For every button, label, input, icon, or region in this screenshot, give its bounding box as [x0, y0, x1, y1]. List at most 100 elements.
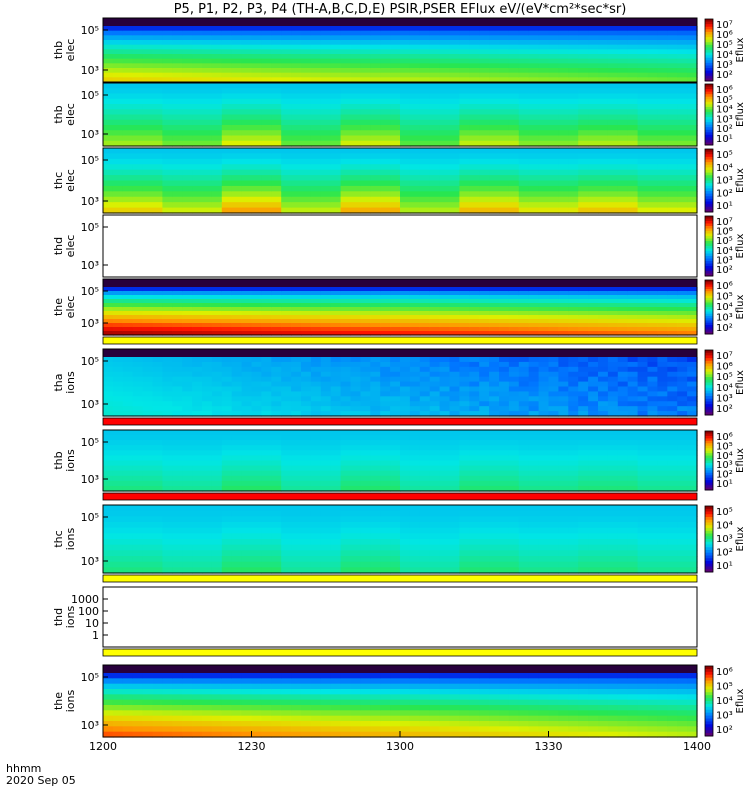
- heatmap-cell: [637, 327, 649, 332]
- heatmap-cell: [677, 114, 688, 121]
- heatmap-cell: [459, 30, 470, 36]
- colorbar-cell: [705, 374, 713, 378]
- heatmap-cell: [627, 361, 639, 368]
- heatmap-cell: [271, 93, 282, 100]
- heatmap-cell: [637, 114, 649, 121]
- heatmap-cell: [231, 401, 243, 407]
- heatmap-cell: [152, 440, 163, 446]
- heatmap-cell: [211, 386, 223, 393]
- heatmap-cell: [469, 104, 480, 110]
- heatmap-cell: [231, 93, 243, 100]
- heatmap-cell: [677, 366, 688, 373]
- heatmap-cell: [301, 450, 312, 457]
- heatmap-cell: [261, 366, 272, 373]
- heatmap-cell: [231, 196, 243, 203]
- heatmap-cell: [192, 411, 203, 417]
- heatmap-cell: [489, 331, 500, 336]
- heatmap-cell: [400, 83, 411, 89]
- heatmap-cell: [221, 561, 233, 568]
- heatmap-cell: [568, 26, 579, 32]
- heatmap-cell: [598, 307, 609, 312]
- heatmap-cell: [251, 307, 262, 312]
- heatmap-cell: [261, 164, 272, 171]
- heatmap-cell: [152, 327, 163, 332]
- heatmap-cell: [192, 26, 203, 32]
- heatmap-cell: [202, 164, 213, 171]
- heatmap-cell: [281, 153, 292, 160]
- heatmap-cell: [508, 450, 520, 457]
- heatmap-cell: [568, 445, 579, 451]
- heatmap-cell: [122, 311, 134, 316]
- heatmap-cell: [578, 315, 589, 320]
- heatmap-cell: [182, 169, 193, 176]
- heatmap-cell: [409, 435, 421, 441]
- heatmap-cell: [271, 396, 282, 402]
- heatmap-cell: [350, 485, 361, 492]
- heatmap-cell: [152, 381, 163, 388]
- heatmap-cell: [390, 299, 401, 304]
- heatmap-cell: [499, 114, 510, 121]
- heatmap-cell: [518, 63, 530, 69]
- heatmap-cell: [271, 556, 282, 563]
- heatmap-cell: [231, 40, 243, 46]
- heatmap-cell: [518, 376, 530, 383]
- heatmap-cell: [390, 435, 401, 441]
- heatmap-cell: [687, 164, 698, 171]
- heatmap-cell: [211, 331, 223, 336]
- heatmap-cell: [578, 361, 589, 368]
- heatmap-cell: [172, 63, 183, 69]
- heatmap-cell: [578, 88, 589, 95]
- heatmap-cell: [677, 30, 688, 36]
- heatmap-cell: [142, 371, 154, 378]
- heatmap-cell: [489, 77, 500, 83]
- heatmap-cell: [360, 445, 371, 451]
- colorbar-cell: [705, 209, 713, 213]
- heatmap-cell: [301, 104, 312, 110]
- heatmap-cell: [281, 311, 292, 316]
- heatmap-cell: [172, 516, 183, 523]
- heatmap-cell: [301, 54, 312, 60]
- heatmap-cell: [568, 361, 579, 368]
- heatmap-cell: [518, 202, 530, 209]
- heatmap-cell: [251, 381, 262, 388]
- heatmap-cell: [429, 30, 441, 36]
- heatmap-cell: [112, 516, 124, 523]
- heatmap-cell: [310, 158, 322, 165]
- heatmap-cell: [637, 287, 649, 292]
- colorbar-tick-label: 10⁴: [716, 383, 733, 394]
- heatmap-cell: [221, 465, 233, 472]
- heatmap-cell: [419, 510, 431, 517]
- heatmap-cell: [518, 430, 530, 436]
- heatmap-cell: [330, 299, 342, 304]
- heatmap-cell: [211, 98, 223, 105]
- heatmap-cell: [380, 83, 391, 89]
- heatmap-cell: [538, 295, 550, 300]
- heatmap-cell: [301, 391, 312, 397]
- heatmap-cell: [687, 98, 698, 105]
- heatmap-cell: [449, 98, 460, 105]
- heatmap-cell: [330, 533, 342, 540]
- heatmap-cell: [370, 202, 381, 209]
- heatmap-cell: [112, 63, 124, 69]
- heatmap-cell: [112, 561, 124, 568]
- heatmap-cell: [152, 93, 163, 100]
- heatmap-cell: [617, 169, 629, 176]
- heatmap-cell: [548, 63, 559, 69]
- heatmap-cell: [558, 440, 569, 446]
- heatmap-cell: [370, 196, 381, 203]
- heatmap-cell: [261, 319, 272, 324]
- colorbar-cell: [705, 309, 713, 312]
- heatmap-cell: [380, 77, 391, 83]
- heatmap-cell: [479, 287, 490, 292]
- heatmap-cell: [657, 35, 668, 41]
- heatmap-cell: [291, 505, 302, 512]
- heatmap-cell: [251, 30, 262, 36]
- heatmap-cell: [192, 401, 203, 407]
- heatmap-cell: [291, 58, 302, 64]
- heatmap-cell: [310, 148, 322, 155]
- heatmap-cell: [202, 175, 213, 182]
- heatmap-cell: [508, 299, 520, 304]
- heatmap-cell: [677, 430, 688, 436]
- heatmap-cell: [499, 88, 510, 95]
- heatmap-cell: [221, 88, 233, 95]
